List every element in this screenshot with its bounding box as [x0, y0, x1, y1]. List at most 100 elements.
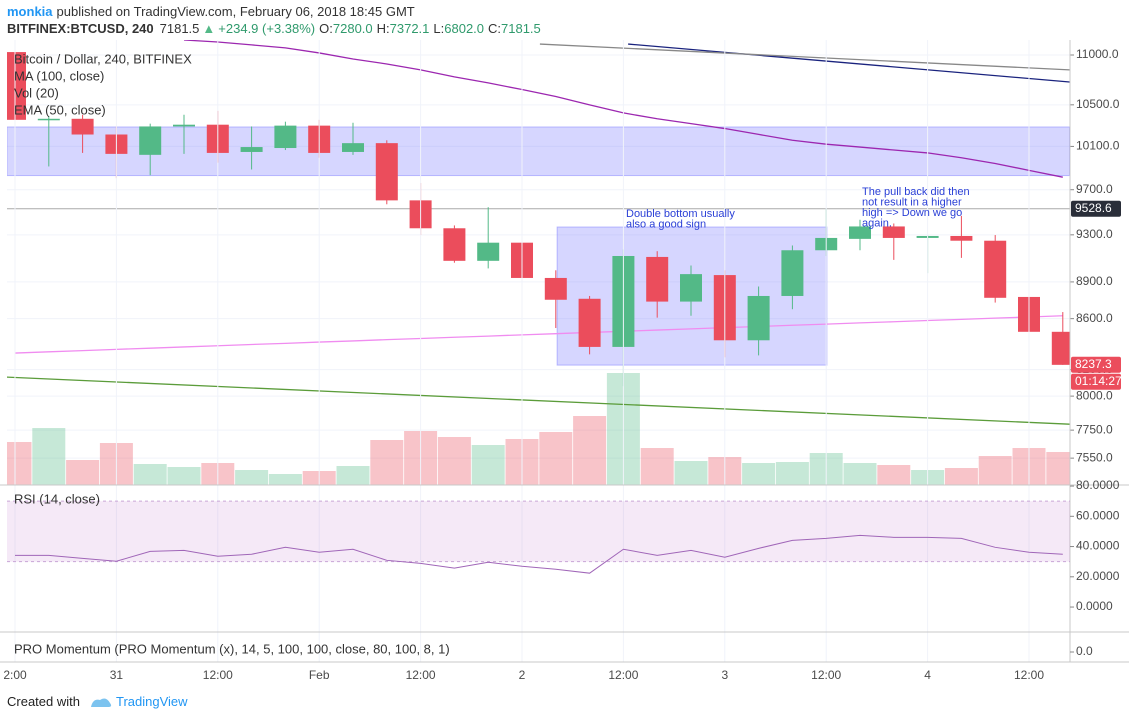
candle-body: [950, 235, 973, 241]
y-tick-label: 60.0000: [1076, 508, 1120, 522]
logo-cloud: [91, 698, 112, 707]
y-tick-label: 8900.0: [1076, 274, 1113, 288]
countdown: 01:14:27: [1075, 374, 1122, 388]
y-tick-label: 11000.0: [1076, 47, 1119, 61]
volume-bar: [167, 467, 201, 485]
y-tick-label: 8000.0: [1076, 388, 1113, 402]
candle-body: [544, 277, 567, 300]
y-tick-label: 7750.0: [1076, 422, 1113, 436]
y-tick-label: 10500.0: [1076, 97, 1120, 111]
published: published on TradingView.com, February 0…: [56, 4, 415, 19]
x-tick-label: 3: [721, 668, 728, 682]
volume-bar: [437, 437, 471, 485]
candle-body: [984, 240, 1007, 298]
footer-text: Created with: [7, 694, 80, 709]
annotation: Double bottom usually: [626, 208, 735, 220]
candle-body: [274, 125, 297, 149]
rsi-line: [15, 534, 1063, 574]
y-tick-label: 8600.0: [1076, 311, 1113, 325]
x-tick-label: 12:00: [406, 668, 436, 682]
volume-bar: [640, 448, 674, 485]
x-tick-label: 12:00: [811, 668, 841, 682]
pane-title: PRO Momentum (PRO Momentum (x), 14, 5, 1…: [14, 641, 450, 656]
y-tick-label: 0.0000: [1076, 599, 1113, 613]
volume-bar: [978, 456, 1012, 485]
indicator-line: [14, 315, 1063, 354]
x-tick-label: 31: [110, 668, 124, 682]
annotation: high => Down we go: [862, 207, 962, 219]
x-tick-label: 12:00: [203, 668, 233, 682]
ohlc-value: 7280.0: [332, 21, 373, 36]
user[interactable]: monkia: [7, 4, 53, 19]
volume-bar: [7, 442, 32, 485]
y-tick-label: 9300.0: [1076, 227, 1113, 241]
candle-body: [240, 147, 263, 152]
volume-bar: [1046, 452, 1070, 485]
legend-entry: MA (100, close): [14, 68, 104, 83]
y-tick-label: 10100.0: [1076, 139, 1120, 153]
symbol: BITFINEX:BTCUSD, 240: [7, 21, 154, 36]
x-tick-label: 2: [519, 668, 526, 682]
volume-bar: [370, 440, 404, 485]
candle-body: [443, 228, 466, 261]
ohlc-label: C:: [488, 21, 502, 36]
rsi-band: [7, 501, 1070, 562]
volume-bar: [573, 416, 607, 485]
chart-title: Bitcoin / Dollar, 240, BITFINEX: [14, 51, 192, 66]
last-price: 7181.5: [159, 21, 200, 36]
y-tick-label: 20.0000: [1076, 569, 1120, 583]
candle-body: [747, 295, 770, 341]
candle-body: [781, 250, 804, 296]
y-tick-label: 9700.0: [1076, 182, 1113, 196]
y-tick-label: 40.0000: [1076, 539, 1120, 553]
candle-body: [578, 298, 601, 347]
arrow: ▲: [202, 21, 216, 36]
footer: Created with TradingView: [7, 694, 188, 709]
ohlc-value: 7181.5: [501, 21, 541, 36]
candle-body: [477, 242, 500, 261]
x-tick-label: 12:00: [608, 668, 638, 682]
candle-body: [139, 126, 162, 155]
annotation: not result in a higher: [862, 196, 962, 208]
candle-body: [680, 274, 702, 302]
volume-bar: [336, 466, 370, 485]
volume-bar: [268, 474, 302, 485]
pane-title: RSI (14, close): [14, 491, 100, 506]
ohlc-label: O:: [319, 21, 333, 36]
brand[interactable]: TradingView: [115, 694, 188, 709]
volume-bar: [674, 461, 708, 485]
volume-bar: [944, 468, 978, 485]
hline-label: 9528.6: [1075, 201, 1112, 215]
chart: 11000.0 10500.0 10100.0 9700.0 9300.0 8900.0 8…: [0, 40, 1129, 682]
candle-body: [1051, 331, 1070, 365]
ohlc-value: 7372.1: [389, 21, 430, 36]
x-tick-label: 4: [924, 668, 931, 682]
symbol-line: BITFINEX:BTCUSD, 240 7181.5 ▲ +234.9 (+3.38…: [7, 21, 541, 36]
candle-body: [173, 124, 195, 127]
y-tick-label: 80.0000: [1076, 478, 1120, 492]
candle-body: [71, 118, 94, 135]
volume-bar: [235, 470, 269, 485]
volume-bar: [133, 464, 167, 485]
candle-body: [646, 256, 669, 302]
trend-line: [628, 43, 1070, 83]
volume-bar: [877, 465, 911, 485]
volume-bar: [471, 445, 505, 485]
volume-bar: [66, 460, 100, 485]
x-tick-label: Feb: [309, 668, 330, 682]
last-price-label-bg: [1071, 356, 1121, 373]
legend-entry: EMA (50, close): [14, 102, 106, 117]
annotation: again.: [862, 217, 892, 229]
ohlc-label: H:: [376, 21, 390, 36]
candle-body: [375, 143, 398, 201]
candle-body: [342, 143, 364, 152]
logo: [91, 698, 112, 707]
volume-bar: [742, 463, 776, 485]
x-tick-label: 12:00: [1014, 668, 1044, 682]
countdown-bg: [1071, 373, 1121, 390]
last-price-label: 8237.3: [1075, 357, 1112, 371]
annotation: The pull back did then: [862, 186, 970, 198]
annotation: also a good sign: [626, 218, 706, 230]
volume-bar: [775, 462, 809, 485]
